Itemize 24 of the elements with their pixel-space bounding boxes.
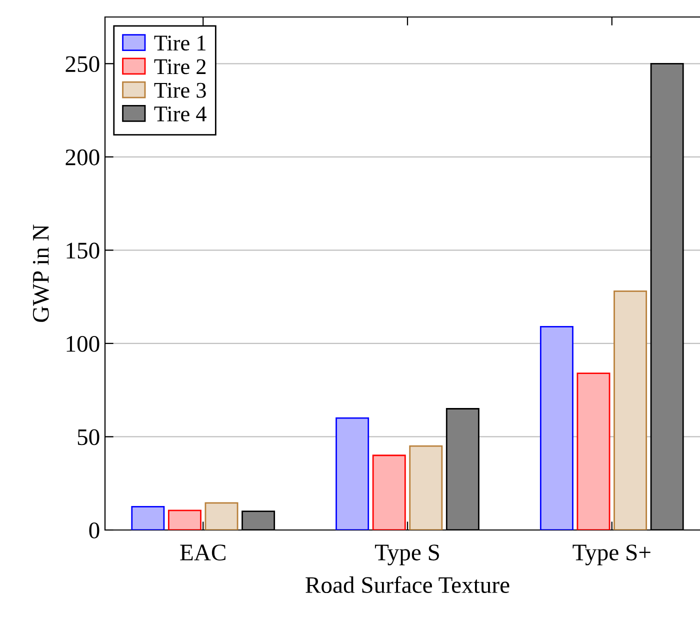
x-axis-title: Road Surface Texture — [306, 576, 510, 594]
x-tick-label: EAC — [180, 544, 226, 561]
y-axis-title: GWP in N — [32, 224, 49, 322]
bar — [576, 372, 610, 530]
legend-label: Tire 2 — [154, 59, 206, 74]
y-tick-label: 200 — [66, 149, 100, 166]
y-tick-label: 100 — [66, 336, 100, 352]
bar — [540, 326, 574, 530]
bar — [372, 454, 406, 530]
x-tick-label: Type S+ — [572, 544, 650, 566]
y-tick-label: 50 — [78, 429, 100, 446]
y-tick-label: 250 — [66, 56, 100, 72]
bar — [336, 417, 370, 530]
bar — [409, 445, 443, 530]
bar — [204, 502, 238, 530]
y-tick-label: 0 — [89, 522, 100, 538]
bar — [131, 506, 165, 530]
x-tick-label: Type S — [374, 544, 439, 566]
legend-label: Tire 3 — [154, 82, 206, 98]
legend-label: Tire 4 — [154, 106, 206, 122]
y-tick-label: 150 — [66, 242, 100, 259]
legend-label: Tire 1 — [154, 36, 206, 51]
bar — [168, 510, 202, 530]
bar — [614, 290, 648, 530]
